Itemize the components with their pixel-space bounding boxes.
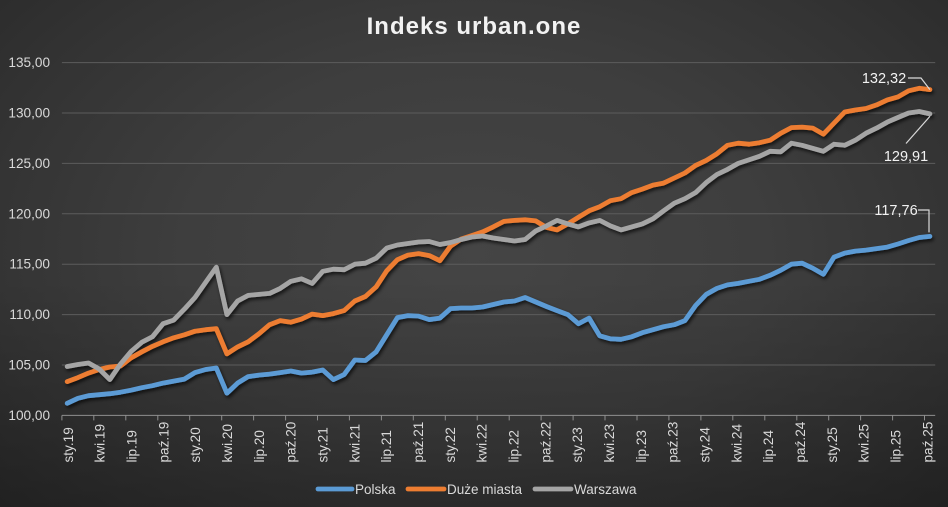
svg-text:paź.19: paź.19 bbox=[156, 422, 171, 463]
svg-text:kwi.24: kwi.24 bbox=[729, 424, 744, 463]
svg-text:paź.25: paź.25 bbox=[920, 422, 935, 463]
svg-text:129,91: 129,91 bbox=[884, 149, 928, 165]
svg-text:105,00: 105,00 bbox=[8, 358, 50, 373]
svg-text:Duże miasta: Duże miasta bbox=[447, 482, 523, 497]
svg-text:sty.23: sty.23 bbox=[570, 427, 585, 462]
svg-text:kwi.21: kwi.21 bbox=[347, 424, 362, 463]
svg-text:paź.21: paź.21 bbox=[411, 422, 426, 463]
svg-text:132,32: 132,32 bbox=[862, 71, 906, 87]
svg-text:sty.24: sty.24 bbox=[698, 427, 713, 463]
svg-text:Warszawa: Warszawa bbox=[574, 482, 637, 497]
svg-text:paź.22: paź.22 bbox=[538, 422, 553, 463]
svg-text:110,00: 110,00 bbox=[9, 307, 50, 322]
svg-text:120,00: 120,00 bbox=[8, 206, 50, 221]
svg-text:130,00: 130,00 bbox=[8, 106, 50, 121]
svg-text:sty.25: sty.25 bbox=[825, 427, 840, 462]
svg-text:paź.24: paź.24 bbox=[793, 421, 808, 462]
svg-text:kwi.22: kwi.22 bbox=[475, 424, 490, 463]
svg-text:115,00: 115,00 bbox=[9, 257, 50, 272]
svg-text:lip.19: lip.19 bbox=[125, 430, 140, 463]
svg-text:sty.22: sty.22 bbox=[443, 427, 458, 462]
svg-text:kwi.25: kwi.25 bbox=[857, 424, 872, 463]
svg-text:135,00: 135,00 bbox=[8, 55, 50, 70]
svg-text:kwi.19: kwi.19 bbox=[93, 424, 108, 463]
svg-text:sty.19: sty.19 bbox=[61, 427, 76, 462]
svg-text:kwi.20: kwi.20 bbox=[220, 424, 235, 463]
svg-text:117,76: 117,76 bbox=[874, 203, 917, 219]
svg-text:lip.22: lip.22 bbox=[507, 430, 522, 463]
svg-text:100,00: 100,00 bbox=[8, 408, 50, 423]
svg-text:lip.25: lip.25 bbox=[889, 430, 904, 463]
svg-text:125,00: 125,00 bbox=[8, 156, 50, 171]
svg-text:kwi.23: kwi.23 bbox=[602, 424, 617, 463]
svg-text:lip.24: lip.24 bbox=[761, 430, 776, 463]
svg-text:lip.21: lip.21 bbox=[379, 430, 394, 463]
svg-text:lip.23: lip.23 bbox=[634, 430, 649, 463]
svg-text:sty.21: sty.21 bbox=[316, 427, 331, 462]
svg-text:paź.23: paź.23 bbox=[666, 422, 681, 463]
svg-text:Polska: Polska bbox=[355, 482, 396, 497]
svg-text:lip.20: lip.20 bbox=[252, 430, 267, 463]
svg-text:sty.20: sty.20 bbox=[188, 427, 203, 463]
svg-text:paź.20: paź.20 bbox=[284, 421, 299, 462]
